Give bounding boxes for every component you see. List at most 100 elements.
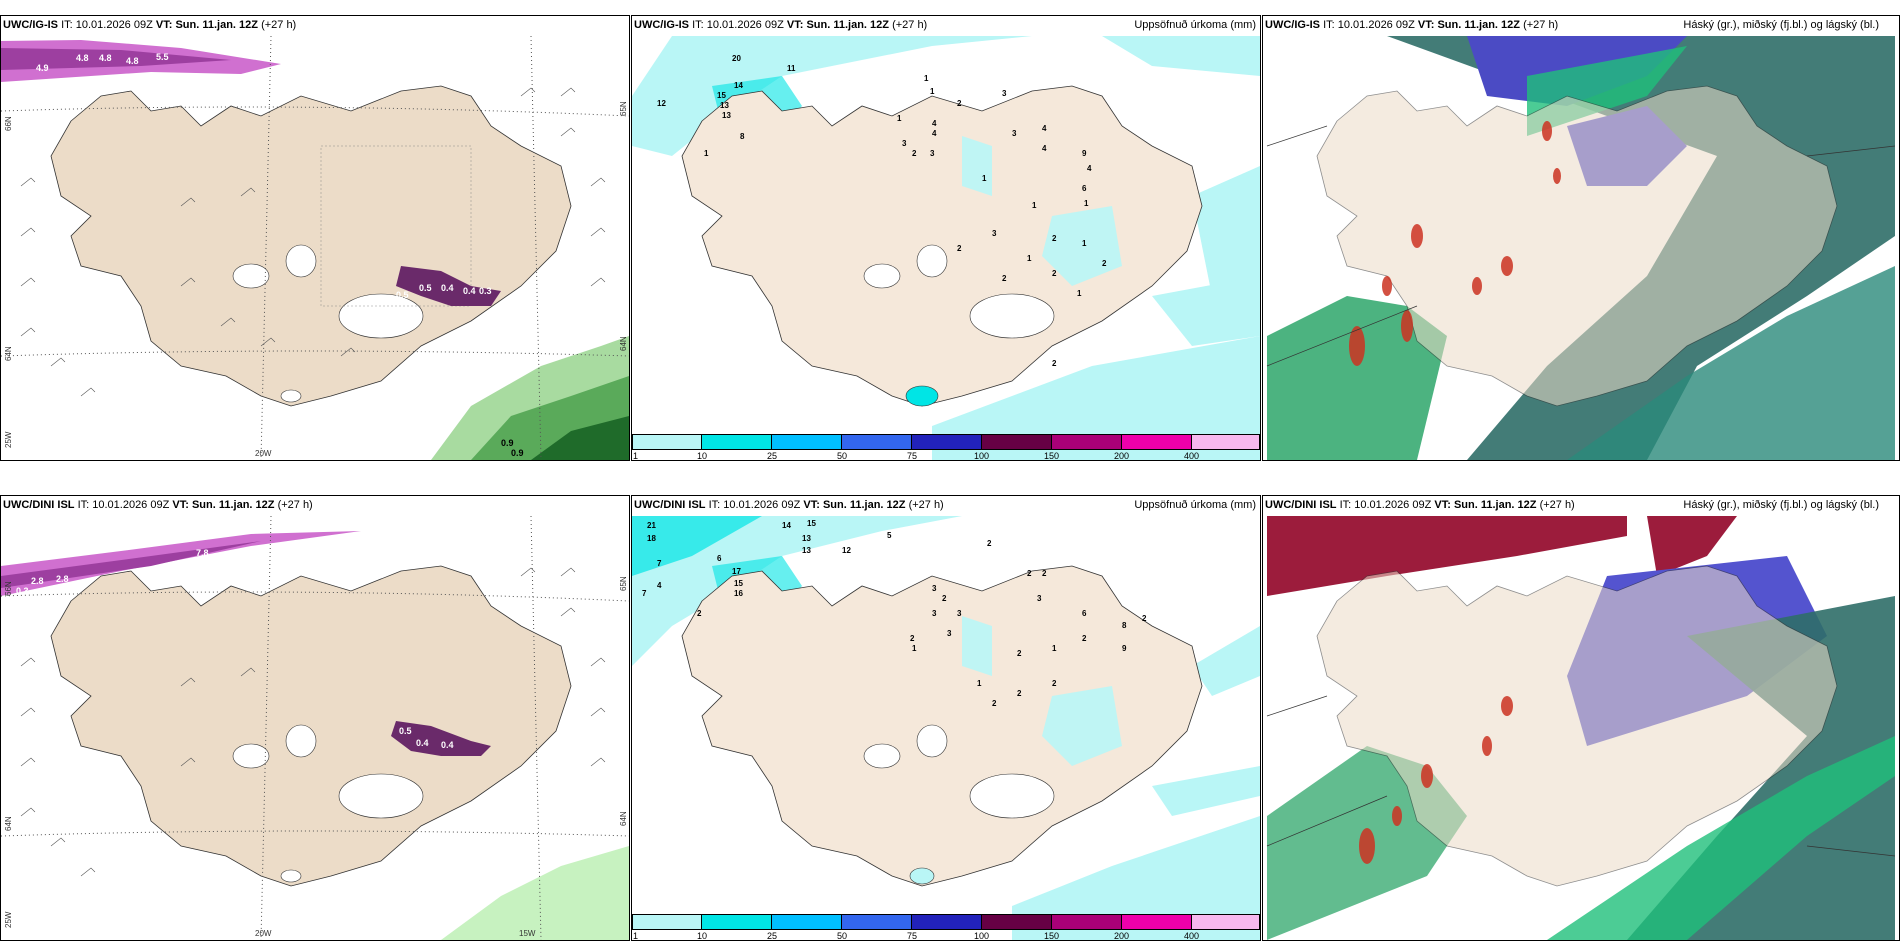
- precip-label: 2: [1027, 569, 1032, 578]
- wind-map: 2.8 2.8 0.3 7.8 0.5 0.4 0.4: [1, 516, 629, 940]
- colorbar-label: 25: [767, 451, 778, 461]
- lon-label: 25W: [4, 911, 13, 928]
- colorbar-label: 75: [907, 451, 918, 461]
- precip-label: 2: [697, 609, 702, 618]
- precip-label: 17: [732, 567, 741, 576]
- wind-map: 4.9 4.8 4.8 5.5 4.8 0.5 0.5 0.4 0.4 0.3 …: [1, 36, 629, 460]
- lat-label: 66N: [4, 581, 13, 596]
- panel-clouds-dini: UWC/DINI ISL IT: 10.01.2026 09Z VT: Sun.…: [1262, 495, 1900, 941]
- precip-label: 3: [1037, 594, 1042, 603]
- precip-label: 6: [1082, 184, 1087, 193]
- precip-label: 1: [924, 74, 929, 83]
- precip-label: 2: [1042, 569, 1047, 578]
- snow-label: 5.5: [156, 52, 169, 62]
- precip-label: 2: [1052, 359, 1057, 368]
- lat-label: 65N: [619, 576, 628, 591]
- snow-label: 0.5: [396, 290, 409, 300]
- precip-label: 2: [1052, 269, 1057, 278]
- precip-label: 18: [647, 534, 656, 543]
- panel-header: UWC/DINI ISL IT: 10.01.2026 09Z VT: Sun.…: [1265, 499, 1575, 511]
- lat-label: 64N: [4, 816, 13, 831]
- precip-map: 21 18 14 15 5 2 7 6 7 4 2 17 15 16 13 13…: [632, 516, 1260, 940]
- precip-label: 2: [957, 99, 962, 108]
- panel-title: Uppsöfnuð úrkoma (mm): [1134, 19, 1256, 31]
- snow-label: 4.8: [76, 53, 89, 63]
- panel-header: UWC/DINI ISL IT: 10.01.2026 09Z VT: Sun.…: [3, 499, 313, 511]
- precip-label: 8: [740, 132, 745, 141]
- panel-clouds-ig: UWC/IG-IS IT: 10.01.2026 09Z VT: Sun. 11…: [1262, 15, 1900, 461]
- cloud-map: [1266, 36, 1896, 460]
- colorbar-swatch: [632, 914, 702, 930]
- colorbar-label: 50: [837, 451, 848, 461]
- precip-label: 13: [722, 111, 731, 120]
- lon-label: 20W: [255, 929, 272, 938]
- snow-label: 0.4: [441, 283, 454, 293]
- colorbar-swatch: [1052, 434, 1122, 450]
- colorbar-label: 150: [1044, 931, 1060, 941]
- colorbar-label: 200: [1114, 451, 1130, 461]
- snow-label: 2.8: [31, 576, 44, 586]
- snow-label: 2.8: [56, 574, 69, 584]
- colorbar-swatch: [702, 914, 772, 930]
- precip-label: 3: [930, 149, 935, 158]
- snow-label: 7.8: [196, 548, 209, 558]
- precip-label: 1: [1077, 289, 1082, 298]
- precip-label: 1: [1032, 201, 1037, 210]
- colorbar-label: 25: [767, 931, 778, 941]
- colorbar-label: 75: [907, 931, 918, 941]
- precip-label: 3: [957, 609, 962, 618]
- colorbar-swatch: [1122, 914, 1192, 930]
- precip-label: 15: [717, 91, 726, 100]
- precip-label: 3: [947, 629, 952, 638]
- colorbar-label: 100: [974, 931, 990, 941]
- precip-label: 1: [1027, 254, 1032, 263]
- precip-label: 7: [642, 589, 647, 598]
- panel-header: UWC/IG-IS IT: 10.01.2026 09Z VT: Sun. 11…: [3, 19, 297, 31]
- precip-label: 5: [887, 531, 892, 540]
- precip-label: 3: [992, 229, 997, 238]
- precip-label: 1: [1082, 239, 1087, 248]
- colorbar-label: 1: [633, 931, 639, 941]
- lat-label: 65N: [619, 101, 628, 116]
- precip-label: 2: [957, 244, 962, 253]
- snow-label: 4.9: [36, 63, 49, 73]
- snow-label: 0.4: [463, 286, 476, 296]
- colorbar-label: 10: [697, 931, 708, 941]
- precip-label: 4: [1042, 144, 1047, 153]
- colorbar-label: 1: [633, 451, 639, 461]
- precip-colorbar: 1 10 25 50 75 100 150 200 400: [632, 434, 1260, 460]
- colorbar-swatch: [1052, 914, 1122, 930]
- precip-label: 2: [1017, 689, 1022, 698]
- precip-label: 2: [1102, 259, 1107, 268]
- precip-label: 6: [717, 554, 722, 563]
- colorbar-label: 150: [1044, 451, 1060, 461]
- panel-wind-snow-ig: UWC/IG-IS IT: 10.01.2026 09Z VT: Sun. 11…: [0, 15, 630, 461]
- colorbar-label: 50: [837, 931, 848, 941]
- snow-label: 0.5: [399, 726, 412, 736]
- precip-label: 9: [1122, 644, 1127, 653]
- precip-label: 20: [732, 54, 741, 63]
- precip-label: 1: [1084, 199, 1089, 208]
- precip-label: 4: [932, 119, 937, 128]
- precip-label: 6: [1082, 609, 1087, 618]
- precip-label: 2: [1017, 649, 1022, 658]
- precip-label: 9: [1082, 149, 1087, 158]
- precip-label: 2: [1142, 614, 1147, 623]
- colorbar-label: 400: [1184, 931, 1200, 941]
- snow-label: 0.3: [16, 586, 29, 596]
- panel-precip-ig: UWC/IG-IS IT: 10.01.2026 09Z VT: Sun. 11…: [631, 15, 1261, 461]
- colorbar-label: 200: [1114, 931, 1130, 941]
- panel-title: Háský (gr.), miðský (fj.bl.) og lágský (…: [1683, 499, 1879, 511]
- colorbar-swatch: [842, 434, 912, 450]
- precip-label: 3: [1002, 89, 1007, 98]
- precip-label: 2: [942, 594, 947, 603]
- precip-label: 3: [902, 139, 907, 148]
- colorbar-swatch: [702, 434, 772, 450]
- precip-label: 4: [1042, 124, 1047, 133]
- snow-label: 0.3: [479, 286, 492, 296]
- precip-label: 1: [977, 679, 982, 688]
- snow-label: 0.9: [501, 438, 514, 448]
- precip-label: 3: [932, 609, 937, 618]
- snow-label: 0.9: [511, 448, 524, 458]
- precip-label: 4: [932, 129, 937, 138]
